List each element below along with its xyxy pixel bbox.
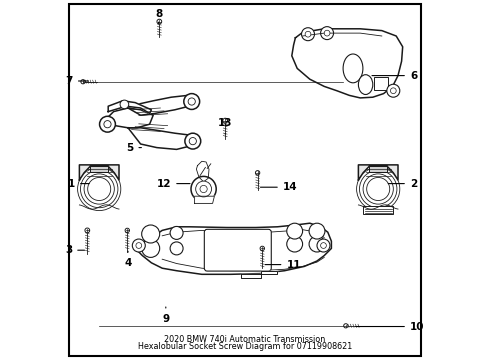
Circle shape (189, 138, 196, 145)
Circle shape (320, 27, 334, 40)
FancyBboxPatch shape (363, 206, 393, 214)
Circle shape (185, 133, 201, 149)
Circle shape (85, 228, 90, 233)
Text: 6: 6 (372, 71, 417, 81)
Circle shape (391, 88, 396, 94)
Text: 2020 BMW 740i Automatic Transmission: 2020 BMW 740i Automatic Transmission (164, 335, 326, 343)
Circle shape (81, 80, 85, 84)
Text: Hexalobular Socket Screw Diagram for 07119908621: Hexalobular Socket Screw Diagram for 071… (138, 342, 352, 351)
Circle shape (324, 30, 330, 36)
Text: 3: 3 (65, 245, 85, 255)
Circle shape (184, 94, 199, 109)
Circle shape (387, 84, 400, 97)
Circle shape (196, 181, 212, 197)
Text: 8: 8 (155, 9, 162, 23)
Text: 10: 10 (356, 321, 424, 332)
FancyBboxPatch shape (369, 166, 387, 172)
Circle shape (170, 242, 183, 255)
Circle shape (188, 98, 196, 105)
FancyBboxPatch shape (204, 229, 271, 271)
Circle shape (309, 223, 325, 239)
Circle shape (125, 228, 129, 233)
Circle shape (357, 167, 400, 211)
FancyBboxPatch shape (90, 166, 108, 172)
Text: 12: 12 (157, 179, 190, 189)
Circle shape (343, 324, 348, 328)
Circle shape (142, 239, 160, 257)
Circle shape (170, 226, 183, 239)
Circle shape (260, 246, 265, 251)
Text: 13: 13 (218, 118, 232, 134)
Circle shape (305, 31, 311, 37)
Circle shape (80, 170, 118, 208)
FancyBboxPatch shape (374, 77, 388, 90)
Text: 9: 9 (162, 307, 170, 324)
Text: 11: 11 (265, 260, 301, 270)
Text: 4: 4 (124, 251, 132, 268)
Ellipse shape (358, 75, 373, 94)
Polygon shape (358, 165, 398, 180)
Text: 5: 5 (126, 143, 142, 153)
Circle shape (120, 100, 129, 109)
Circle shape (200, 185, 207, 193)
Circle shape (255, 171, 260, 175)
Circle shape (142, 225, 160, 243)
Circle shape (157, 19, 162, 24)
Circle shape (136, 243, 142, 248)
Text: 14: 14 (260, 182, 297, 192)
Circle shape (363, 174, 393, 204)
Circle shape (320, 243, 326, 248)
Circle shape (367, 177, 390, 201)
Polygon shape (106, 108, 153, 128)
Polygon shape (195, 196, 215, 203)
Text: 7: 7 (66, 76, 89, 86)
Circle shape (360, 170, 397, 208)
Circle shape (88, 177, 111, 201)
Ellipse shape (343, 54, 363, 83)
Text: 2: 2 (388, 179, 417, 189)
Polygon shape (135, 223, 331, 274)
Polygon shape (292, 29, 403, 98)
Circle shape (287, 236, 303, 252)
Circle shape (191, 176, 216, 202)
Circle shape (317, 239, 330, 252)
Polygon shape (128, 128, 195, 149)
Circle shape (84, 174, 114, 204)
Circle shape (223, 118, 227, 123)
Polygon shape (242, 271, 277, 278)
Circle shape (287, 223, 303, 239)
Polygon shape (79, 165, 119, 180)
Polygon shape (196, 161, 209, 182)
Text: 1: 1 (68, 179, 89, 189)
Polygon shape (128, 95, 193, 115)
Polygon shape (108, 101, 151, 113)
Circle shape (132, 239, 145, 252)
Circle shape (104, 121, 111, 128)
Circle shape (99, 116, 116, 132)
Circle shape (77, 167, 121, 211)
Circle shape (301, 28, 315, 41)
Circle shape (309, 236, 325, 252)
